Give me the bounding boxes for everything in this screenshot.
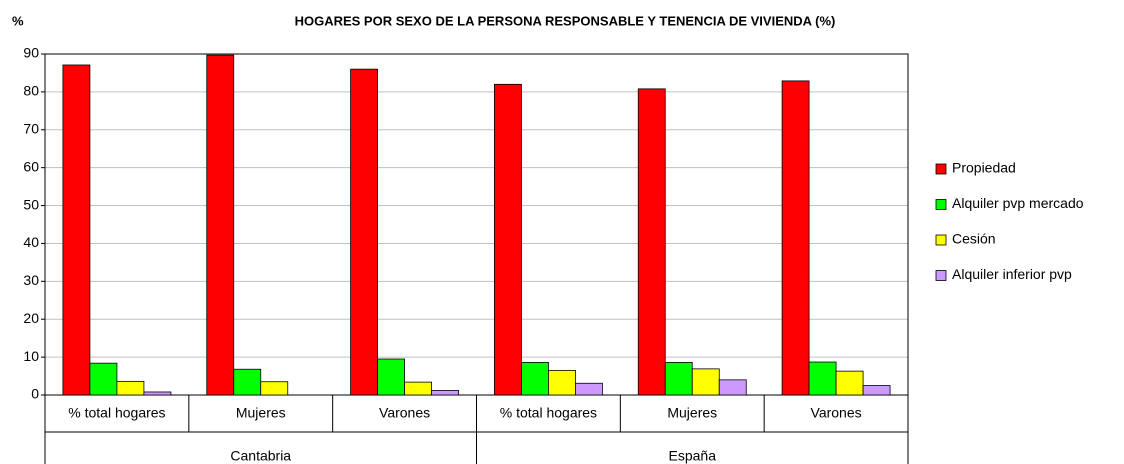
- bar: [575, 382, 603, 396]
- legend-swatch: [935, 199, 947, 210]
- bar: [206, 54, 235, 396]
- y-tick-label: 50: [23, 196, 39, 212]
- group-label: Cantabria: [230, 448, 291, 464]
- bar: [781, 80, 810, 396]
- bar: [233, 368, 262, 396]
- bar: [691, 368, 720, 396]
- chart-title: HOGARES POR SEXO DE LA PERSONA RESPONSAB…: [295, 13, 836, 28]
- bar: [143, 391, 172, 396]
- legend-swatch: [935, 234, 947, 246]
- y-tick-label: 40: [23, 234, 39, 250]
- bar: [350, 68, 378, 396]
- bar: [116, 380, 145, 396]
- bar: [664, 362, 693, 396]
- legend-swatch: [935, 163, 947, 175]
- bar: [718, 379, 747, 396]
- bar: [521, 362, 549, 396]
- x-tick-label: Varones: [379, 405, 430, 421]
- y-tick-label: 90: [23, 45, 39, 61]
- x-tick-label: % total hogares: [500, 405, 597, 421]
- bar: [260, 381, 289, 396]
- group-label: España: [669, 448, 717, 464]
- y-tick-label: 60: [23, 158, 39, 174]
- legend-swatch: [935, 270, 947, 281]
- y-tick-label: 30: [23, 272, 39, 288]
- bar: [637, 88, 666, 396]
- bar: [494, 83, 522, 396]
- legend-label: Alquiler pvp mercado: [952, 195, 1084, 211]
- bar: [431, 390, 459, 396]
- y-tick-label: 70: [23, 120, 39, 136]
- y-tick-label: 0: [31, 386, 39, 402]
- bar: [808, 361, 837, 396]
- bar: [404, 381, 432, 396]
- bar: [62, 64, 91, 396]
- bar: [89, 362, 118, 396]
- x-tick-label: Mujeres: [667, 405, 717, 421]
- plot-frame: [44, 53, 909, 396]
- legend-label: Propiedad: [952, 160, 1016, 176]
- x-tick-label: Mujeres: [236, 405, 286, 421]
- y-tick-label: 20: [23, 310, 39, 326]
- legend-label: Alquiler inferior pvp: [952, 266, 1072, 282]
- bar: [377, 358, 405, 396]
- bar: [862, 385, 891, 396]
- legend-label: Cesión: [952, 231, 996, 247]
- y-axis-label: %: [12, 13, 24, 28]
- x-tick-label: Varones: [811, 405, 862, 421]
- x-tick-label: % total hogares: [68, 405, 165, 421]
- bar: [835, 370, 864, 396]
- y-tick-label: 10: [23, 348, 39, 364]
- y-tick-label: 80: [23, 83, 39, 99]
- bar: [548, 369, 576, 396]
